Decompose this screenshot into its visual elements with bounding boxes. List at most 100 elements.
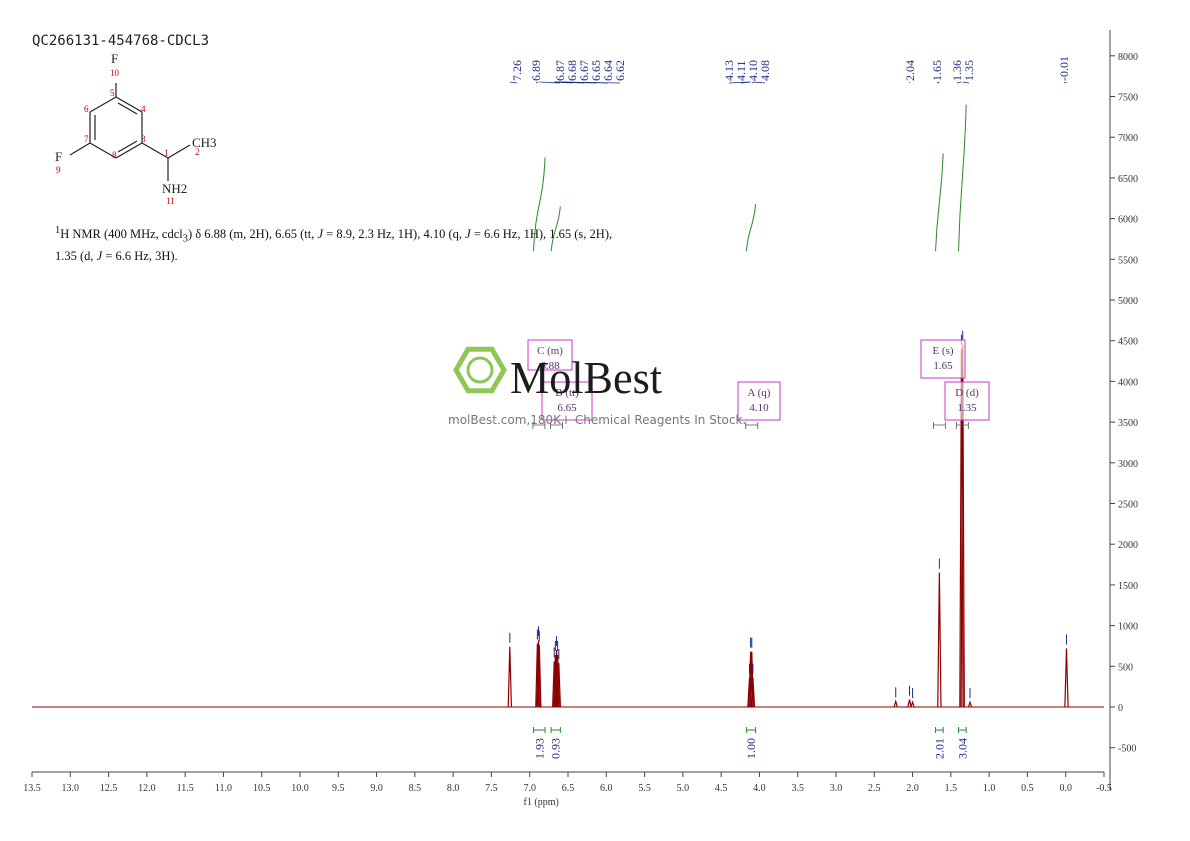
y-tick-label: 6500 [1118,174,1138,185]
x-tick-label: 0.5 [1021,783,1034,794]
peak-label-leader [1063,81,1067,84]
multiplet-label: B (tt) [555,387,579,399]
y-tick-label: 500 [1118,662,1133,673]
integral-curve [958,104,967,252]
multiplet-range [745,422,759,429]
peak-label-leader [740,81,751,84]
integral-bracket [935,727,944,733]
peak-label: 6.67 [577,60,591,81]
integral-bracket [745,727,757,733]
y-tick-label: 3000 [1118,459,1138,470]
atom-num-2: 2 [195,147,200,157]
peak-label: 1.35 [962,60,976,81]
integral-bracket [533,727,546,733]
x-tick-label: 9.5 [332,783,345,794]
nmr-sup: 1 [55,225,61,236]
y-tick-label: 0 [1118,703,1123,714]
ring-num-7: 7 [84,134,89,144]
x-tick-label: 9.0 [370,783,383,794]
nmr-j1: J [317,227,324,242]
multiplet-box [737,381,781,421]
spectrum-peak [537,645,542,708]
integral-curve [533,157,546,252]
x-tick-label: 8.5 [409,783,422,794]
multiplet-range [532,422,546,429]
integral-value: 1.93 [532,738,546,759]
multiplet-value: 6.65 [557,402,577,414]
atom-f-left: F [55,149,62,164]
spectrum-peak [910,700,915,708]
peak-label: 1.36 [950,60,964,81]
multiplet-range [932,422,946,429]
atom-num-10: 10 [110,68,120,78]
y-tick-label: 7500 [1118,93,1138,104]
multiplet-value: 1.35 [957,402,977,414]
x-tick-label: 3.0 [830,783,843,794]
sample-id: QC266131-454768-CDCL3 [32,33,210,49]
peak-label: 6.89 [529,60,543,81]
multiplet-box [944,381,990,421]
ring-num-4: 4 [141,104,146,114]
spectrum-peak [556,663,562,708]
integral-curve [935,153,944,252]
peak-label-group: 4.11 [734,60,751,84]
integral-bracket [958,727,967,733]
nmr-mid2: = 8.9, 2.3 Hz, 1H), 4.10 (q, [323,227,466,242]
atom-num-1: 1 [164,148,169,158]
peak-label: 6.87 [553,60,567,81]
peak-label: 2.04 [903,60,917,81]
spectrum-peak [748,651,753,708]
x-tick-label: 1.0 [983,783,996,794]
ring-num-6: 6 [84,104,89,114]
atom-ch3: CH3 [192,135,217,150]
peak-label-leader [752,81,766,84]
peak-label-group: 7.26 [509,60,524,84]
ring-num-3: 3 [141,134,146,144]
x-tick-label: 6.0 [600,783,613,794]
peak-label-group: 4.10 [746,60,760,84]
x-tick-label: 2.0 [906,783,919,794]
integral-value: 0.93 [549,738,563,759]
y-tick-label: 5000 [1118,296,1138,307]
multiplet-box [541,381,593,421]
nmr-sub: 3 [182,233,188,245]
nmr-mid1: ) δ 6.88 (m, 2H), 6.65 (tt, [187,227,318,242]
nmr-j3: J [96,248,103,263]
x-tick-label: 12.0 [138,783,156,794]
peak-label: -0.01 [1057,56,1071,81]
peak-label: 4.08 [758,60,772,81]
x-tick-label: 4.5 [715,783,728,794]
y-tick-label: 3500 [1118,418,1138,429]
multiplet-label: D (d) [955,387,979,399]
x-tick-label: 13.5 [23,783,41,794]
molbest-logo: MolBest [453,346,662,403]
y-tick-label: 4500 [1118,337,1138,348]
atom-nh2: NH2 [162,181,187,196]
x-tick-label: 10.0 [291,783,309,794]
peak-label: 4.13 [722,60,736,81]
peak-label: 4.11 [734,60,748,81]
integral-curve [745,203,757,252]
x-tick-label: 8.0 [447,783,460,794]
y-tick-label: 1500 [1118,581,1138,592]
atom-num-11: 11 [166,196,175,206]
peak-label-leader [535,81,539,84]
peak-label-leader [956,81,962,84]
x-tick-label: 5.0 [677,783,690,794]
x-tick-label: 2.5 [868,783,881,794]
peak-label-group: 1.35 [962,60,976,84]
watermark-tagline: molBest.com,180K+ Chemical Reagents In S… [448,413,747,427]
spectrum-peak [750,677,756,708]
logo-hexagon-icon [453,346,507,394]
spectrum-peak [507,646,513,708]
x-tick-label: 0.0 [1059,783,1072,794]
multiplet-box [920,339,966,379]
x-tick-label: 1.5 [945,783,958,794]
multiplet-box [527,339,573,371]
multiplet-label: C (m) [537,345,563,357]
spectrum-peak [555,654,560,708]
atom-f-top: F [111,51,118,66]
peak-label: 7.26 [510,60,524,81]
x-tick-label: 10.5 [253,783,271,794]
